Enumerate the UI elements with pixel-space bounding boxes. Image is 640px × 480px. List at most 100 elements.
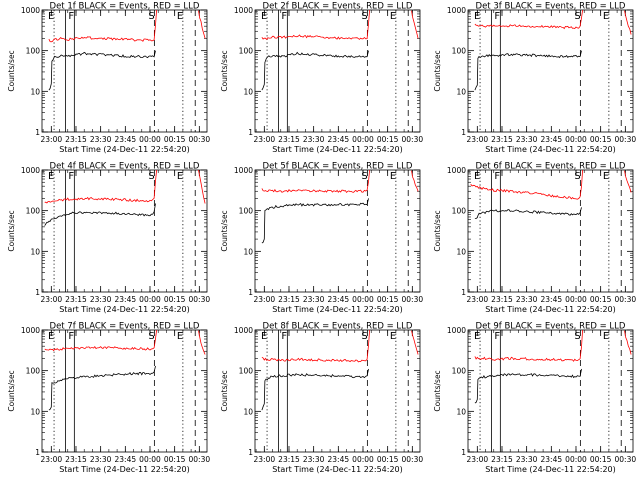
y-tick-label: 100 [239, 207, 254, 216]
x-tick-label: 23:45 [328, 295, 350, 304]
x-tick-label: 00:00 [565, 455, 587, 464]
x-tick-label: 23:30 [303, 455, 325, 464]
data-series-line [474, 207, 582, 219]
data-series-line [474, 368, 582, 404]
x-tick-label: 23:00 [467, 295, 489, 304]
data-series-line [261, 198, 369, 244]
chart-panel: Det 5f BLACK = Events, RED = LLD 1 10 100 10… [220, 162, 423, 315]
y-tick-label: 10 [30, 407, 40, 416]
x-tick-label: 23:45 [541, 455, 563, 464]
y-axis-label: Counts/sec [433, 210, 442, 251]
y-axis-label: Counts/sec [7, 370, 16, 411]
y-axis-label: Counts/sec [220, 50, 229, 91]
y-tick-label: 1000 [234, 166, 253, 175]
y-tick-label: 100 [239, 367, 254, 376]
x-tick-label: 00:30 [189, 295, 211, 304]
x-tick-label: 00:15 [164, 455, 186, 464]
plot-frame [254, 169, 421, 293]
data-series-line [44, 169, 157, 204]
data-series-line [261, 169, 370, 194]
y-tick-label: 1000 [234, 326, 253, 335]
y-tick-label: 10 [30, 247, 40, 256]
data-series-line [411, 330, 419, 355]
y-tick-label: 10 [243, 247, 253, 256]
event-marker-label: F [68, 11, 74, 22]
event-marker-label: E [390, 331, 396, 342]
chart-panel: Det 8f BLACK = Events, RED = LLD 1 10 100 10… [220, 322, 423, 475]
event-marker-label: F [281, 11, 287, 22]
x-tick-label: 23:00 [254, 135, 276, 144]
x-tick-label: 23:00 [467, 135, 489, 144]
x-tick-label: 00:30 [402, 135, 424, 144]
x-tick-label: 00:00 [352, 455, 374, 464]
x-tick-label: 23:00 [41, 455, 63, 464]
x-axis-label: Start Time (24-Dec-11 22:54:20) [272, 145, 403, 154]
x-tick-label: 00:30 [402, 295, 424, 304]
x-tick-label: 00:30 [402, 455, 424, 464]
data-series-line [48, 365, 156, 411]
y-tick-label: 1000 [21, 326, 40, 335]
event-marker-label: S [148, 11, 154, 22]
x-tick-label: 23:00 [254, 295, 276, 304]
x-tick-label: 23:15 [491, 455, 513, 464]
y-axis-label: Counts/sec [7, 210, 16, 251]
data-series-line [198, 169, 206, 204]
x-tick-label: 00:15 [377, 295, 399, 304]
event-marker-label: S [574, 11, 580, 22]
data-series-line [474, 329, 583, 362]
event-marker-label: E [390, 11, 396, 22]
x-tick-label: 23:45 [541, 135, 563, 144]
event-marker-label: S [148, 331, 154, 342]
x-tick-label: 23:15 [278, 455, 300, 464]
y-tick-label: 1 [35, 448, 40, 457]
y-tick-label: 100 [26, 47, 41, 56]
event-marker-label: F [494, 331, 500, 342]
event-marker-label: E [603, 331, 609, 342]
x-tick-label: 23:30 [516, 455, 538, 464]
x-tick-label: 00:30 [189, 455, 211, 464]
x-tick-label: 23:45 [115, 135, 137, 144]
plot-frame [467, 9, 634, 133]
event-marker-label: F [68, 331, 74, 342]
event-marker-label: S [361, 11, 367, 22]
x-tick-label: 00:00 [139, 295, 161, 304]
plot-frame [41, 9, 208, 133]
event-marker-label: E [48, 11, 54, 22]
x-tick-label: 23:30 [90, 135, 112, 144]
data-series-line [261, 50, 369, 91]
x-tick-label: 00:15 [590, 455, 612, 464]
x-axis-label: Start Time (24-Dec-11 22:54:20) [59, 465, 190, 474]
data-series-line [624, 170, 632, 193]
x-axis-label: Start Time (24-Dec-11 22:54:20) [485, 465, 616, 474]
x-tick-label: 23:00 [467, 455, 489, 464]
event-marker-label: F [281, 331, 287, 342]
x-tick-label: 00:00 [352, 135, 374, 144]
y-tick-label: 1 [35, 128, 40, 137]
x-tick-label: 23:30 [516, 295, 538, 304]
x-tick-label: 23:15 [278, 135, 300, 144]
y-tick-label: 100 [26, 367, 41, 376]
chart-title: Det 6f BLACK = Events, RED = LLD [476, 162, 626, 172]
chart-panel: Det 7f BLACK = Events, RED = LLD 1 10 100 10… [7, 322, 210, 475]
x-axis-label: Start Time (24-Dec-11 22:54:20) [272, 305, 403, 314]
event-marker-label: E [177, 171, 183, 182]
x-tick-label: 23:15 [65, 295, 87, 304]
y-tick-label: 1 [461, 448, 466, 457]
y-tick-label: 1 [461, 288, 466, 297]
chart-panel: Det 1f BLACK = Events, RED = LLD 1 10 100 10… [7, 2, 210, 155]
data-series-line [198, 330, 206, 355]
event-marker-label: E [474, 11, 480, 22]
x-tick-label: 00:15 [164, 295, 186, 304]
data-series-line [48, 50, 156, 91]
x-axis-label: Start Time (24-Dec-11 22:54:20) [272, 465, 403, 474]
y-tick-label: 1000 [21, 6, 40, 15]
y-tick-label: 1 [248, 128, 253, 137]
x-tick-label: 23:30 [303, 295, 325, 304]
x-tick-label: 00:00 [352, 295, 374, 304]
x-tick-label: 23:45 [115, 455, 137, 464]
x-axis-label: Start Time (24-Dec-11 22:54:20) [485, 305, 616, 314]
event-marker-label: E [261, 11, 267, 22]
x-tick-label: 00:00 [565, 135, 587, 144]
chart-title: Det 4f BLACK = Events, RED = LLD [50, 162, 200, 172]
y-tick-label: 100 [26, 207, 41, 216]
